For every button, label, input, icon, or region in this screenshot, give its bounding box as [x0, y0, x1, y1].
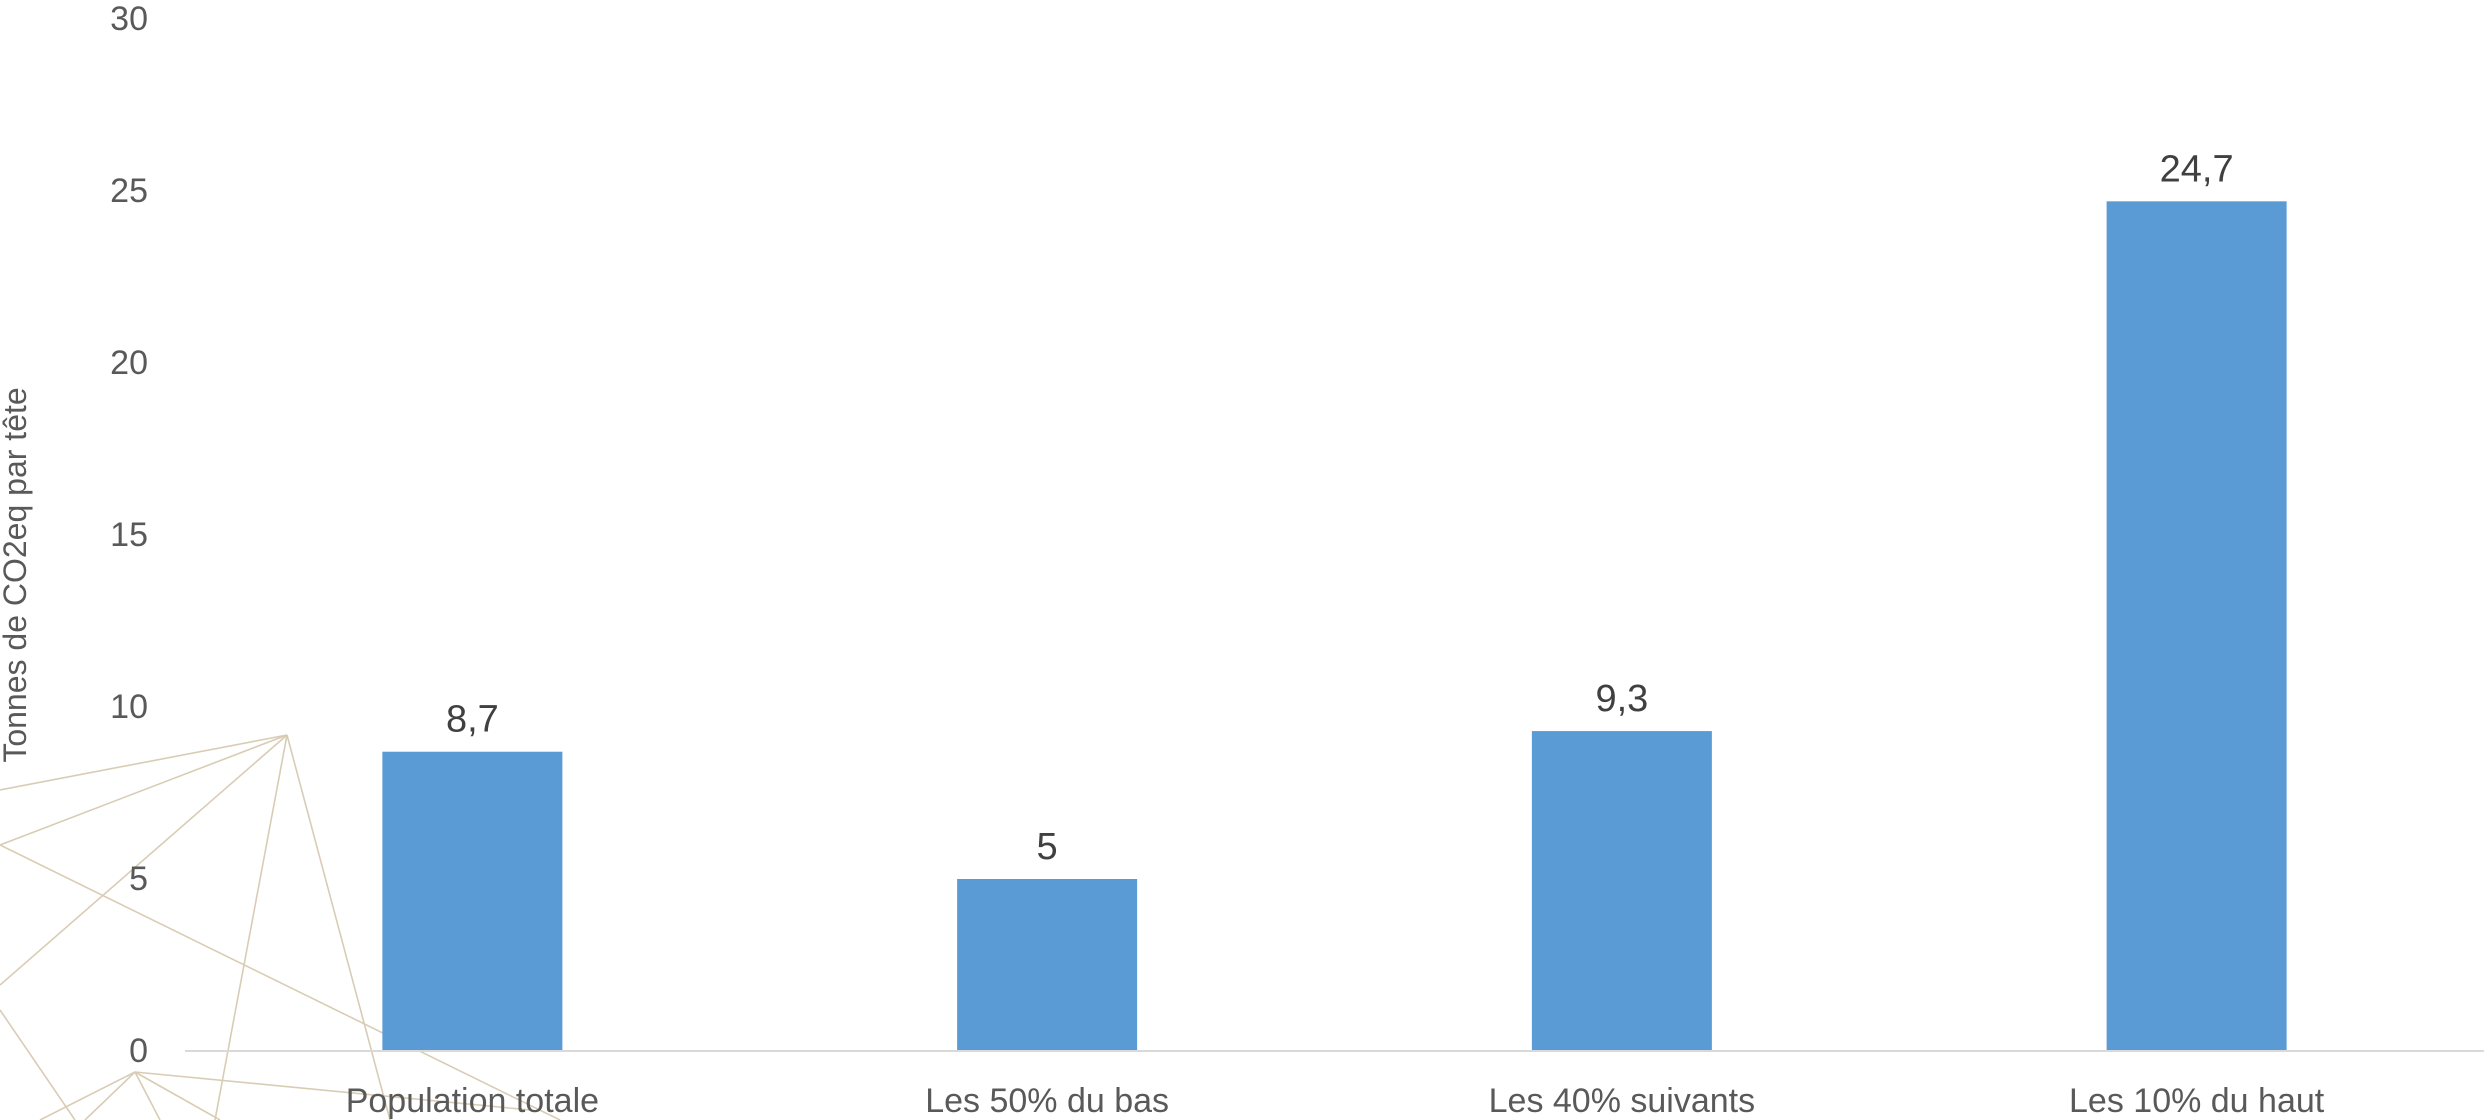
decoration-line: [0, 1009, 76, 1120]
decoration-line: [0, 844, 561, 1120]
y-tick-label: 0: [129, 1032, 148, 1070]
data-label: 9,3: [1595, 678, 1648, 720]
bar: [1531, 731, 1712, 1051]
y-axis-title: Tonnes de CO2eq par tête: [0, 387, 33, 762]
y-tick-label: 30: [110, 0, 148, 38]
decoration-line: [0, 734, 288, 846]
decoration-line: [214, 734, 288, 1120]
decoration-line: [0, 734, 288, 986]
y-tick-label: 15: [110, 516, 148, 554]
y-tick-label: 10: [110, 688, 148, 726]
x-category-label: Les 50% du bas: [925, 1082, 1169, 1120]
decoration-line: [39, 1071, 136, 1120]
decoration-line: [134, 1071, 221, 1120]
decoration-line: [134, 1071, 161, 1120]
data-label: 5: [1037, 826, 1058, 868]
bars-group: [382, 201, 2287, 1051]
category-labels-group: Population totale Les 50% du bas Les 40% s…: [346, 1082, 2325, 1120]
background-decoration: [0, 734, 561, 1120]
y-tick-label: 5: [129, 860, 148, 898]
data-labels-group: 8,7 5 9,3 24,7: [446, 148, 2234, 868]
decoration-line: [134, 1071, 531, 1111]
y-axis-title-group: Tonnes de CO2eq par tête: [0, 387, 33, 762]
decoration-line: [84, 1071, 136, 1120]
data-label: 8,7: [446, 699, 499, 741]
bar: [2106, 201, 2287, 1051]
x-category-label: Population totale: [346, 1082, 599, 1120]
data-label: 24,7: [2160, 148, 2234, 190]
bar: [957, 879, 1138, 1051]
decoration-line: [0, 734, 288, 791]
decoration-line: [286, 734, 391, 1120]
y-tick-label: 20: [110, 344, 148, 382]
x-category-label: Les 10% du haut: [2069, 1082, 2325, 1120]
y-tick-label: 25: [110, 172, 148, 210]
y-axis-ticks: 0 5 10 15 20 25 30: [110, 0, 148, 1070]
x-category-label: Les 40% suivants: [1489, 1082, 1756, 1120]
bar: [382, 751, 563, 1051]
